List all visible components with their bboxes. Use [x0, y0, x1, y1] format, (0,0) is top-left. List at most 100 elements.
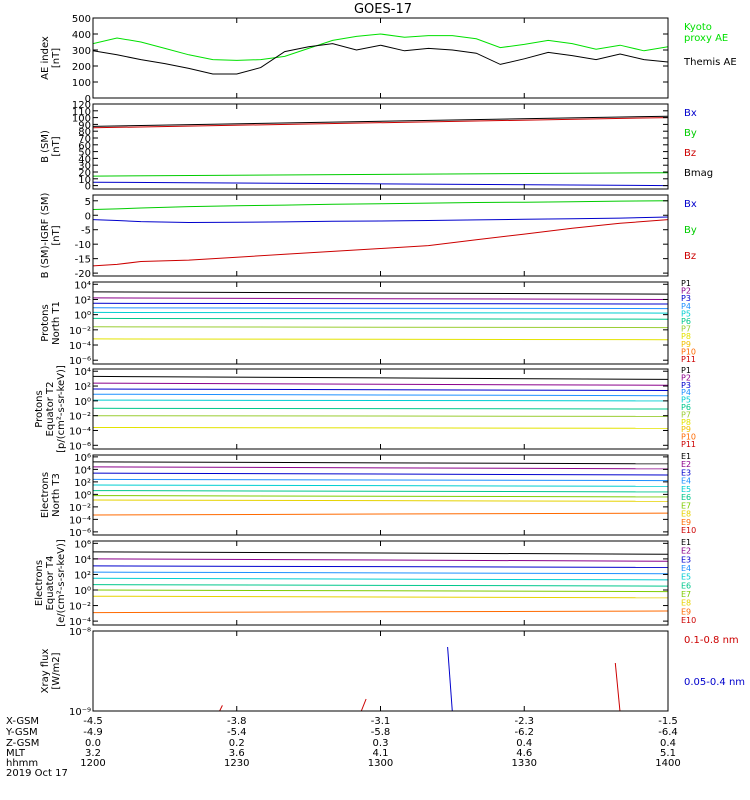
series-line-P5: [93, 311, 668, 314]
x-axis-value-z_gsm: 0.3: [373, 738, 389, 749]
legend-label: P4: [681, 388, 691, 397]
y-tick-label: -20: [75, 269, 91, 280]
series-line-E8: [93, 595, 668, 599]
x-axis-value-mlt: 3.6: [229, 748, 245, 759]
series-line-P8: [93, 427, 668, 429]
x-axis-value-hhmm: 1400: [655, 758, 680, 769]
series-line-Bz: [93, 117, 668, 129]
y-tick-label: 10⁰: [74, 397, 91, 408]
legend-label: P5: [681, 396, 691, 405]
panel-frame: [92, 17, 669, 99]
legend-label: P7: [681, 410, 691, 419]
y-tick-label: 0: [85, 94, 91, 105]
y-tick-label: 10⁻²: [69, 602, 91, 613]
x-axis-value-z_gsm: 0.4: [660, 738, 676, 749]
legend-label: E1: [681, 452, 691, 461]
series-line-E2: [93, 466, 668, 470]
y-tick-label: 10⁰: [74, 490, 91, 501]
x-axis-value-mlt: 4.6: [516, 748, 532, 759]
series-group: [93, 115, 668, 187]
y-axis-label: Protons: [34, 390, 45, 427]
series-line-P7: [93, 415, 668, 417]
series-line-E4: [93, 478, 668, 482]
y-axis-label: [nT]: [51, 136, 62, 156]
y-tick-label: 0: [85, 182, 91, 193]
y-tick-label: 300: [72, 46, 91, 57]
y-axis-label: Equator T2: [45, 382, 56, 437]
x-axis-value-hhmm: 1330: [512, 758, 537, 769]
panel-frame: [92, 281, 669, 365]
legend-label: E8: [681, 510, 691, 519]
y-tick-label: 200: [72, 62, 91, 73]
y-tick-label: 10⁻⁶: [69, 528, 91, 539]
legend-label: P10: [681, 433, 696, 442]
y-tick-label: 400: [72, 30, 91, 41]
y-axis-label: [nT]: [51, 225, 62, 245]
y-tick-label: -5: [81, 226, 91, 237]
legend-label: E6: [681, 581, 691, 590]
legend-label: E2: [681, 460, 691, 469]
y-tick-label: 60: [78, 141, 91, 152]
x-axis-value-hhmm: 1200: [80, 758, 105, 769]
series-line-E5: [93, 484, 668, 487]
x-axis-row-label: 2019 Oct 17: [6, 768, 68, 779]
y-tick-label: 40: [78, 154, 91, 165]
x-axis-value-z_gsm: 0.4: [516, 738, 532, 749]
y-tick-label: 20: [78, 168, 91, 179]
y-tick-label: 500: [72, 14, 91, 25]
x-axis-row-label: MLT: [6, 748, 26, 759]
y-axis-label: B (SM)-IGRF (SM): [40, 193, 51, 279]
legend-label: E7: [681, 501, 691, 510]
series-line-Bx: [93, 181, 668, 187]
y-axis-label: North T1: [51, 301, 62, 345]
panel-protons_t2: 10⁻⁶ 10⁻⁴ 10⁻² 10⁰ 10² 10⁴ Protons Equator T2 [p…: [34, 365, 696, 453]
series-line-E3: [93, 472, 668, 476]
series-line-E8: [93, 499, 668, 502]
legend-label: Bz: [684, 148, 696, 159]
y-tick-label: 10⁻⁴: [69, 515, 91, 526]
legend-label: E9: [681, 518, 691, 527]
x-axis-value-y_gsm: -5.4: [227, 727, 247, 738]
series-line-E9: [93, 610, 668, 614]
y-tick-label: 100: [72, 78, 91, 89]
y-tick-label: 10⁴: [74, 555, 91, 566]
y-tick-label: 10⁻⁴: [69, 617, 91, 628]
series-line-0-1-0-8-nm-2: [614, 662, 621, 711]
y-tick-label: 10⁻⁸: [69, 627, 91, 638]
x-axis-row-label: Z-GSM: [6, 738, 39, 749]
legend-label: P5: [681, 309, 691, 318]
series-group: [93, 461, 668, 516]
legend-label: P3: [681, 294, 691, 303]
y-tick-label: 10⁻⁶: [69, 356, 91, 367]
legend-label: P7: [681, 325, 691, 334]
legend-label: Kyoto: [684, 22, 712, 33]
series-group: [93, 200, 668, 267]
y-axis-label: Protons: [40, 304, 51, 341]
legend-label: E5: [681, 485, 691, 494]
legend-label: proxy AE: [684, 33, 728, 44]
series-line-P6: [93, 317, 668, 320]
series-group: [93, 551, 668, 614]
series-line-Bz: [93, 219, 668, 267]
y-tick-label: 70: [78, 134, 91, 145]
y-tick-label: 10⁶: [74, 539, 91, 550]
y-tick-label: -15: [75, 255, 91, 266]
y-tick-label: 110: [72, 107, 91, 118]
panel-frame: [92, 103, 669, 190]
series-line-P5: [93, 399, 668, 402]
x-axis-row-label: hhmm: [6, 758, 38, 769]
panel-electrons_t4: 10⁻⁴ 10⁻² 10⁰ 10² 10⁴ 10⁶ Electrons Equator T4[…: [34, 538, 696, 628]
y-tick-label: -10: [75, 240, 91, 251]
legend-label: P1: [681, 366, 691, 375]
y-axis-label: [W/m2]: [51, 652, 62, 689]
series-line-P3: [93, 388, 668, 391]
legend-label: P9: [681, 425, 691, 434]
legend-label: P11: [681, 355, 696, 364]
y-tick-label: 120: [72, 100, 91, 111]
x-axis-value-hhmm: 1230: [224, 758, 249, 769]
y-tick-label: 100: [72, 114, 91, 125]
legend-label: By: [684, 225, 697, 236]
